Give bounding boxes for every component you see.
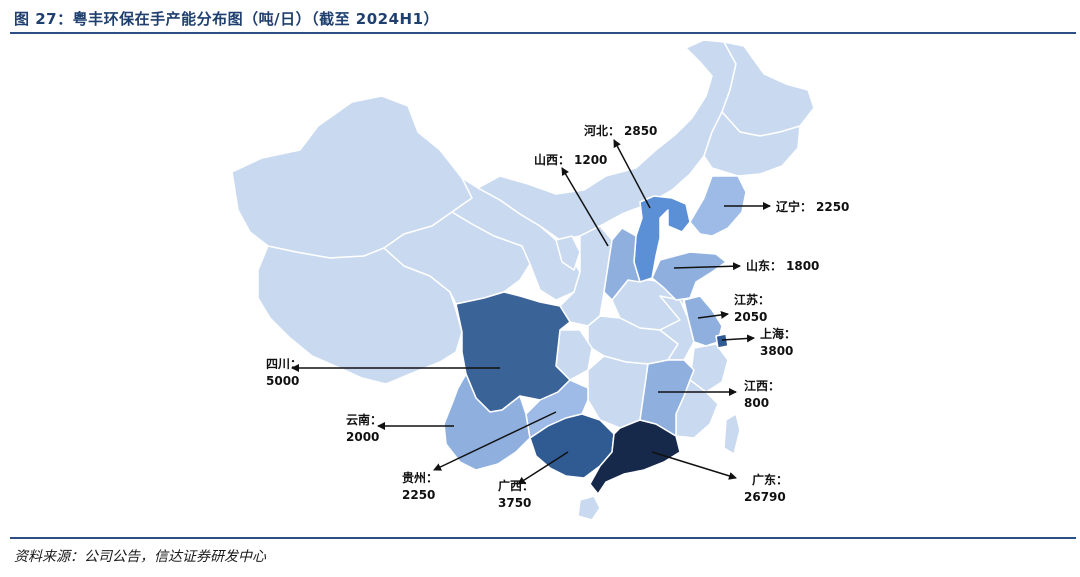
leader-hebei bbox=[613, 139, 651, 209]
leader-jiangsu bbox=[697, 310, 729, 319]
province-shanghai bbox=[715, 333, 729, 349]
leader-guangxi bbox=[517, 451, 569, 485]
leader-shanghai bbox=[721, 334, 755, 343]
province-jilin bbox=[703, 111, 801, 177]
label-jiangxi-value: 800 bbox=[744, 396, 769, 410]
figure-title: 图 27：粤丰环保在手产能分布图（吨/日）（截至 2024H1） bbox=[14, 10, 440, 28]
label-guangdong-value: 26790 bbox=[744, 490, 786, 504]
label-jiangxi-name: 江西： bbox=[744, 378, 780, 393]
base-provinces bbox=[231, 39, 815, 521]
leader-shanxi bbox=[561, 167, 609, 247]
province-hunan bbox=[587, 355, 649, 429]
label-shandong-name: 山东： bbox=[746, 258, 782, 273]
label-guangdong-name: 广东： bbox=[752, 472, 788, 487]
title-divider bbox=[10, 32, 1076, 34]
label-shanxi-name: 山西： bbox=[534, 152, 570, 167]
province-liaoning bbox=[689, 175, 747, 237]
leader-guizhou bbox=[433, 411, 557, 471]
label-sichuan-name: 四川： bbox=[266, 357, 302, 371]
label-hebei-name: 河北： bbox=[583, 123, 620, 138]
province-hainan bbox=[577, 495, 601, 521]
label-liaoning-value: 2250 bbox=[816, 200, 849, 214]
label-jiangsu-value: 2050 bbox=[734, 310, 767, 324]
leader-guangdong bbox=[651, 451, 737, 480]
leader-shandong bbox=[673, 262, 741, 271]
label-shanghai-value: 3800 bbox=[760, 344, 793, 358]
label-sichuan-value: 5000 bbox=[266, 374, 299, 388]
label-jiangsu-name: 江苏： bbox=[734, 292, 770, 307]
label-yunnan-value: 2000 bbox=[346, 430, 379, 444]
label-guangxi-value: 3750 bbox=[498, 496, 531, 510]
label-guangxi-name: 广西： bbox=[498, 478, 534, 493]
province-heilongjiang bbox=[721, 41, 815, 137]
province-yunnan bbox=[443, 373, 531, 471]
label-yunnan-name: 云南： bbox=[346, 412, 382, 427]
label-shanghai-name: 上海： bbox=[760, 326, 796, 341]
province-tibet bbox=[257, 245, 463, 385]
province-ningxia bbox=[555, 235, 581, 271]
label-shanxi-value: 1200 bbox=[574, 153, 607, 167]
province-qinghai bbox=[383, 211, 531, 305]
label-guizhou-name: 贵州： bbox=[402, 470, 438, 485]
footer-divider bbox=[10, 537, 1076, 539]
label-guizhou-value: 2250 bbox=[402, 488, 435, 502]
label-liaoning-name: 辽宁： bbox=[776, 199, 812, 214]
source-note: 资料来源：公司公告，信达证券研发中心 bbox=[14, 549, 266, 565]
province-jiangxi bbox=[639, 359, 695, 437]
label-hebei-value: 2850 bbox=[624, 124, 657, 138]
province-taiwan bbox=[723, 413, 741, 455]
province-shandong bbox=[651, 251, 727, 301]
label-shandong-value: 1800 bbox=[786, 259, 819, 273]
province-shanxi bbox=[603, 227, 641, 301]
